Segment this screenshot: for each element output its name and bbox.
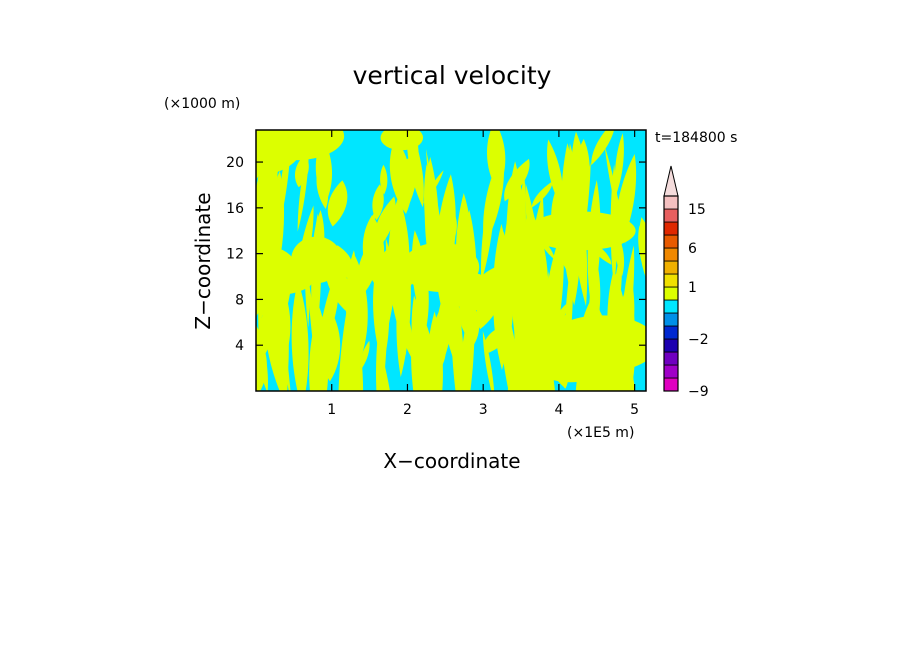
colorbar-segment bbox=[663, 273, 679, 288]
colorbar-segment bbox=[663, 195, 679, 210]
positive-velocity-patch bbox=[480, 169, 496, 283]
colorbar-extend-arrow bbox=[663, 165, 679, 197]
positive-velocity-patch bbox=[316, 166, 329, 210]
colorbar-segment bbox=[663, 286, 679, 301]
colorbar-segment bbox=[663, 234, 679, 249]
colorbar-segment bbox=[663, 247, 679, 262]
positive-velocity-patch bbox=[380, 130, 424, 151]
positive-velocity-patch bbox=[547, 139, 563, 208]
positive-velocity-patch bbox=[545, 315, 646, 373]
y-unit-label: (×1000 m) bbox=[164, 96, 240, 112]
y-tick-label: 20 bbox=[226, 155, 244, 171]
positive-velocity-patch bbox=[359, 340, 370, 372]
colorbar-segment bbox=[663, 377, 679, 392]
positive-velocity-patch bbox=[527, 211, 636, 251]
colorbar-segment bbox=[663, 260, 679, 275]
chart-title: vertical velocity bbox=[353, 61, 552, 90]
positive-velocity-patch bbox=[256, 287, 280, 367]
colorbar-segment bbox=[663, 364, 679, 379]
positive-velocity-patch bbox=[344, 269, 364, 365]
positive-velocity-patch bbox=[506, 161, 527, 332]
x-tick-label: 3 bbox=[479, 402, 488, 418]
positive-velocity-patch bbox=[362, 206, 377, 261]
colorbar-segment bbox=[663, 338, 679, 353]
colorbar-segment bbox=[663, 351, 679, 366]
positive-velocity-patch bbox=[373, 196, 396, 252]
colorbar-segment bbox=[663, 299, 679, 314]
plot-frame bbox=[255, 129, 647, 392]
x-tick-label: 5 bbox=[630, 402, 639, 418]
y-tick-label: 8 bbox=[235, 292, 244, 308]
positive-velocity-patch bbox=[476, 280, 501, 330]
positive-velocity-patch bbox=[486, 130, 506, 191]
x-tick-label: 4 bbox=[554, 402, 563, 418]
positive-velocity-patch bbox=[638, 225, 646, 274]
positive-velocity-patch bbox=[317, 305, 341, 382]
positive-velocity-patch bbox=[291, 236, 342, 284]
positive-velocity-patch bbox=[571, 131, 588, 224]
y-tick-label: 12 bbox=[226, 247, 244, 263]
positive-velocity-patch bbox=[591, 130, 614, 166]
colorbar-tick-label: 1 bbox=[688, 280, 697, 296]
x-unit-label: (×1E5 m) bbox=[567, 425, 634, 441]
colorbar-segment bbox=[663, 325, 679, 340]
positive-velocity-patch bbox=[256, 265, 313, 296]
positive-velocity-patch bbox=[390, 274, 415, 363]
positive-velocity-patch bbox=[411, 295, 433, 391]
positive-velocity-patch bbox=[614, 133, 624, 195]
colorbar-tick-label: −2 bbox=[688, 332, 709, 348]
positive-velocity-patch bbox=[514, 283, 531, 391]
y-axis-title: Z−coordinate bbox=[191, 192, 215, 329]
colorbar-tick-label: 15 bbox=[688, 202, 706, 218]
positive-velocity-patch bbox=[380, 164, 388, 195]
colorbar-frame bbox=[663, 195, 679, 392]
positive-velocity-patch bbox=[297, 145, 309, 232]
colorbar-segment bbox=[663, 312, 679, 327]
colorbar-segment bbox=[663, 208, 679, 223]
y-tick-label: 4 bbox=[235, 338, 244, 354]
colorbar: −9 −2 1 6 15 bbox=[663, 165, 709, 400]
x-axis-title: X−coordinate bbox=[383, 449, 520, 473]
positive-velocity-patch bbox=[406, 130, 424, 208]
colorbar-tick-label: 6 bbox=[688, 241, 697, 257]
positive-velocity-patch bbox=[291, 280, 309, 391]
colorbar-segment bbox=[663, 221, 679, 236]
positive-velocity-patch bbox=[531, 181, 553, 208]
x-tick-label: 2 bbox=[403, 402, 412, 418]
positive-velocity-patch bbox=[482, 330, 495, 391]
positive-velocity-patch bbox=[256, 130, 305, 176]
colorbar-tick-label: −9 bbox=[688, 384, 709, 400]
positive-velocity-patch bbox=[402, 242, 480, 292]
y-tick-label: 16 bbox=[226, 201, 244, 217]
positive-velocity-patch bbox=[327, 180, 348, 227]
x-tick-label: 1 bbox=[327, 402, 336, 418]
time-label: t=184800 s bbox=[655, 130, 737, 146]
